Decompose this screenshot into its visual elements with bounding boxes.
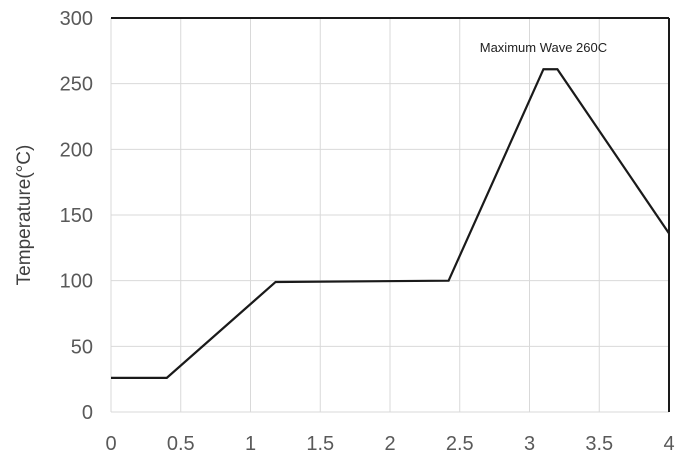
x-tick-label: 1: [245, 433, 256, 455]
x-tick-label: 2.5: [446, 433, 474, 455]
y-tick-label: 300: [60, 8, 93, 30]
x-axis-ticks: 0 0.5 1 1.5 2 2.5 3 3.5 4: [105, 433, 674, 455]
x-tick-label: 0: [105, 433, 116, 455]
x-tick-label: 3.5: [585, 433, 613, 455]
y-tick-label: 200: [60, 139, 93, 161]
y-tick-label: 0: [82, 402, 93, 424]
x-tick-label: 1.5: [306, 433, 334, 455]
x-tick-label: 2: [384, 433, 395, 455]
x-tick-label: 3: [524, 433, 535, 455]
max-wave-annotation: Maximum Wave 260C: [480, 40, 607, 55]
y-axis-label: Temperature(°C): [14, 145, 35, 286]
plot-frame: [111, 17, 670, 412]
x-tick-label: 0.5: [167, 433, 195, 455]
y-tick-label: 250: [60, 74, 93, 96]
x-tick-label: 4: [663, 433, 674, 455]
y-tick-label: 50: [71, 336, 93, 358]
y-axis-ticks: 0 50 100 150 200 250 300: [60, 8, 93, 424]
temperature-series-line: [111, 68, 670, 379]
y-tick-label: 100: [60, 271, 93, 293]
series-group: [111, 68, 670, 379]
y-tick-label: 150: [60, 205, 93, 227]
